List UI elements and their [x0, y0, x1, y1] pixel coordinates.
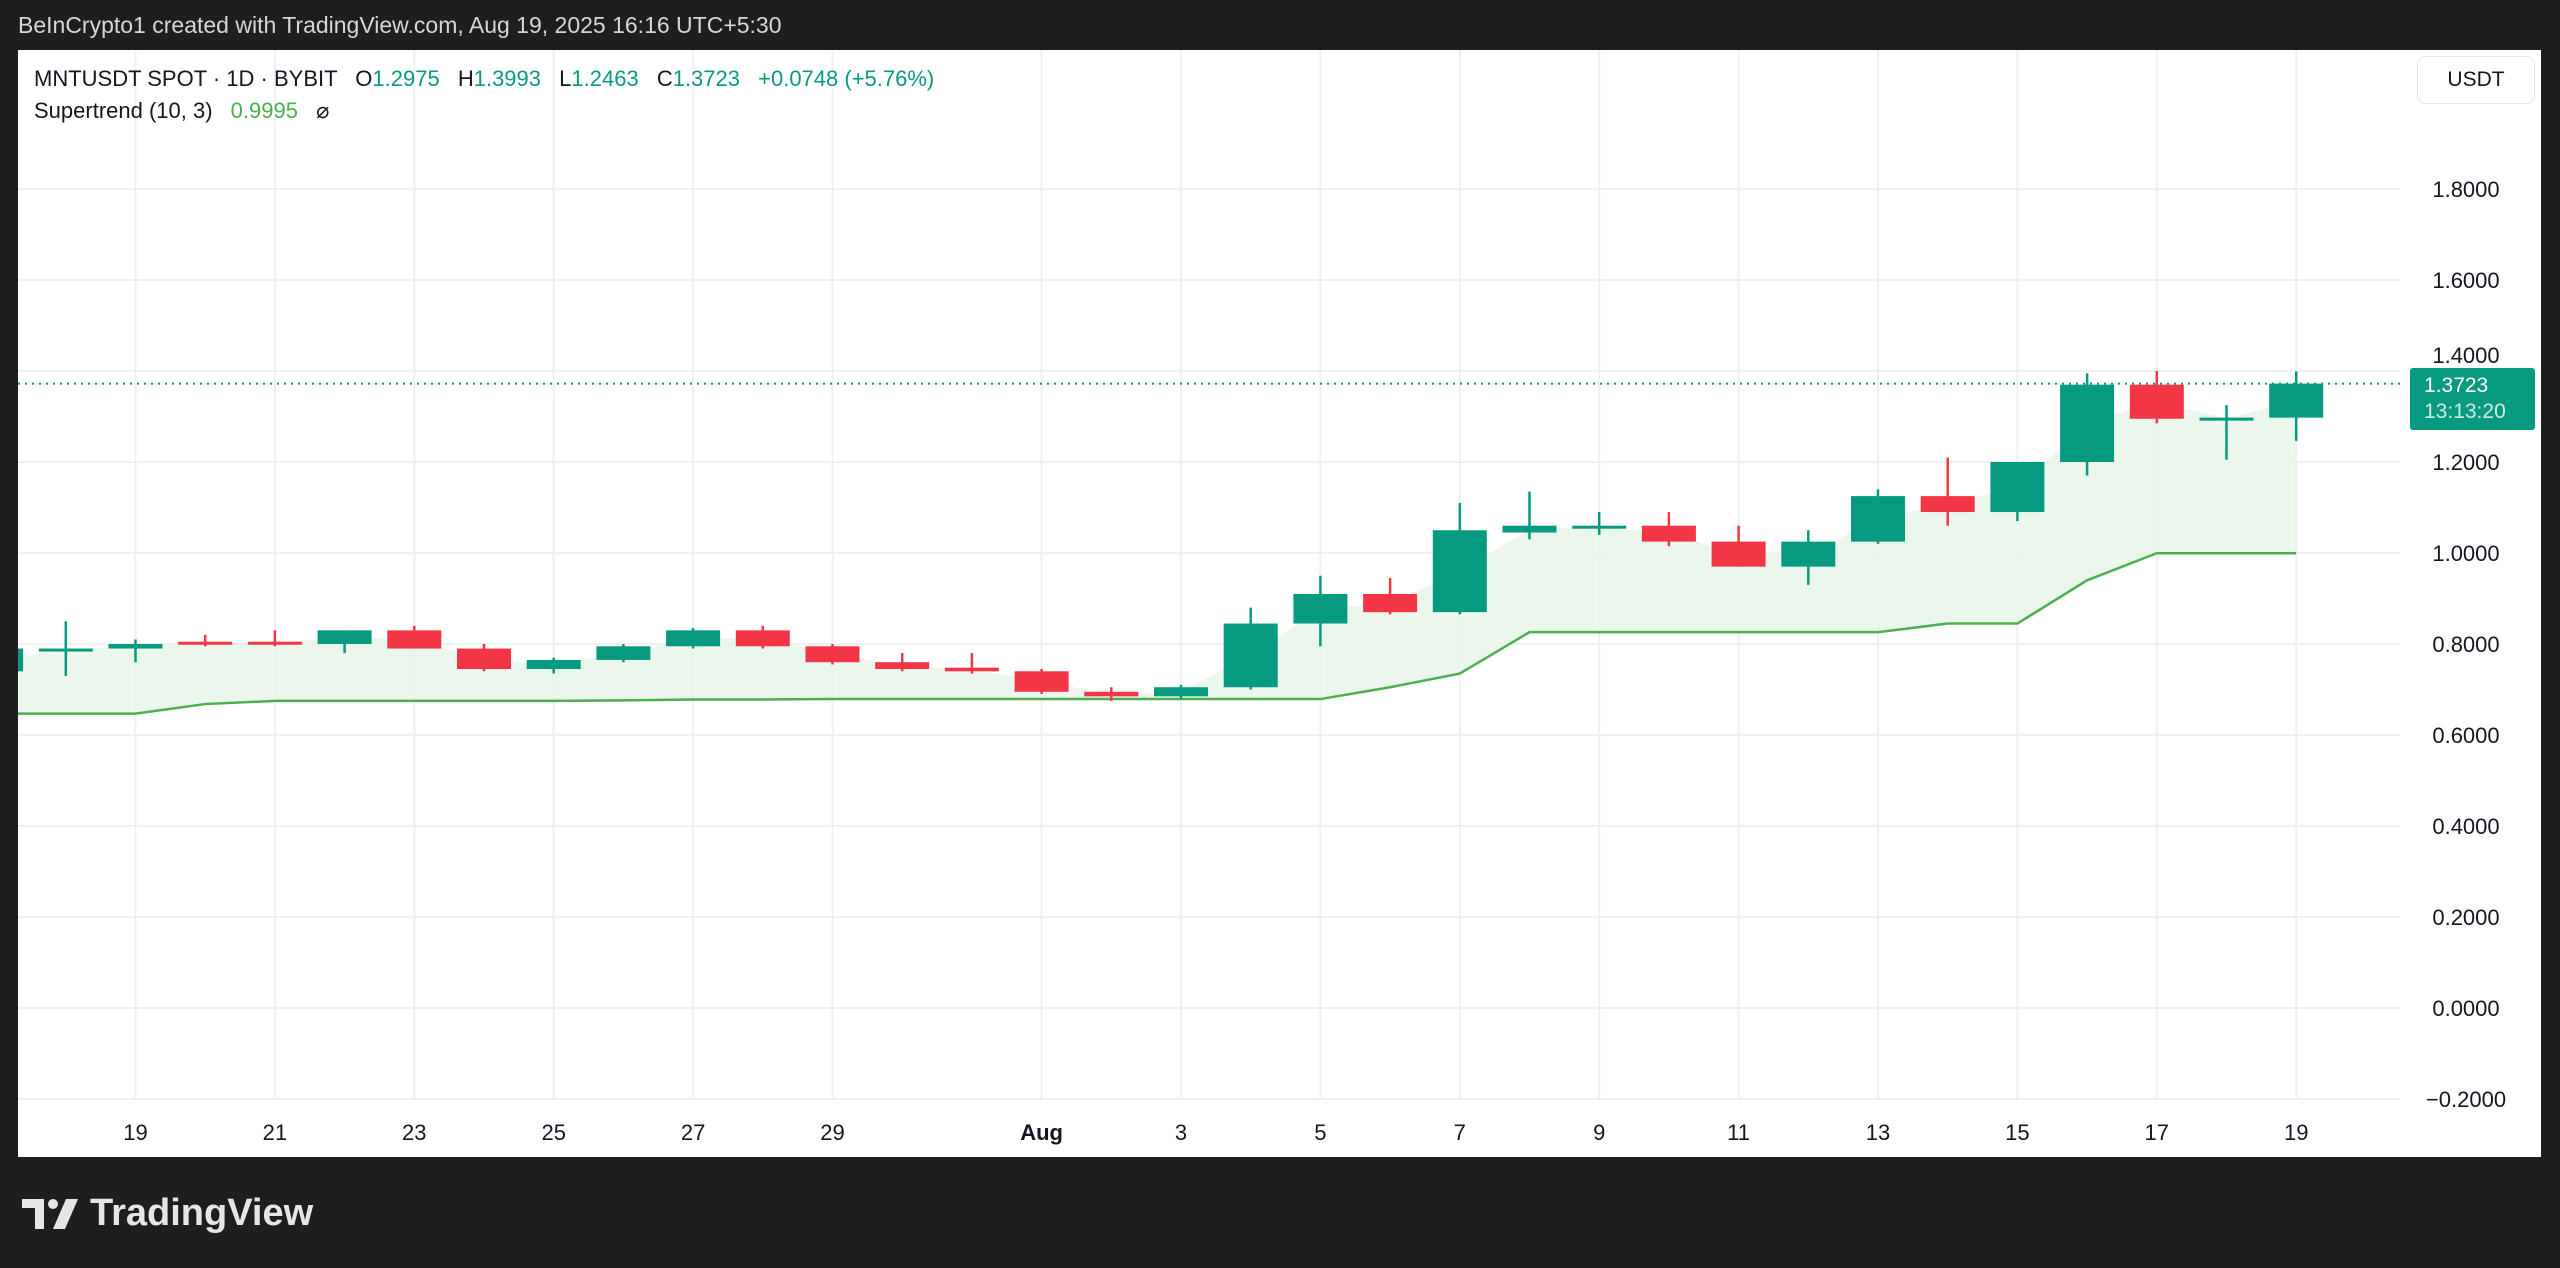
last-price-tag: 1.3723 13:13:20: [2410, 368, 2535, 430]
candle-body-up: [317, 630, 372, 644]
candle-body-down: [247, 641, 302, 645]
candle-body-up: [596, 646, 651, 660]
open-label: O: [355, 66, 373, 91]
tradingview-logo-icon: [22, 1198, 78, 1229]
last-price: 1.3723: [2424, 374, 2489, 397]
y-tick-label: 0.0000: [2432, 996, 2499, 1021]
indicator-name[interactable]: Supertrend (10, 3): [34, 98, 213, 123]
y-tick-label: 1.4000: [2432, 343, 2499, 368]
supertrend-line: [18, 551, 2297, 715]
y-tick-label: −0.2000: [2426, 1087, 2506, 1112]
candle-body-up: [526, 659, 581, 670]
x-tick-label: 19: [123, 1120, 147, 1145]
candle-body-down: [457, 648, 511, 670]
candle-body-down: [875, 662, 930, 670]
candle-body-up: [1154, 687, 1208, 697]
x-tick-label: 15: [2005, 1120, 2029, 1145]
y-tick-label: 0.8000: [2432, 632, 2499, 657]
candle-body-up: [1293, 593, 1348, 624]
high-label: H: [457, 66, 474, 91]
x-tick-label: 27: [681, 1120, 705, 1145]
y-tick-label: 0.2000: [2432, 905, 2499, 930]
high-value: 1.3993: [473, 66, 542, 91]
price-chart[interactable]: 1.8000 1.6000 1.4000 1.2000 1.0000 0.8000 0.60…: [18, 50, 2541, 1157]
candle-body-down: [1363, 593, 1418, 613]
candle-body-down: [1084, 691, 1139, 697]
x-tick-label: 3: [1175, 1120, 1187, 1145]
candle-body-down: [1641, 525, 1696, 542]
x-tick-label: 13: [1866, 1120, 1890, 1145]
currency-button[interactable]: USDT: [2417, 56, 2535, 104]
candle-body-down: [2129, 384, 2184, 419]
x-tick-label: 21: [263, 1120, 287, 1145]
chart-panel[interactable]: 1.8000 1.6000 1.4000 1.2000 1.0000 0.8000 0.60…: [18, 50, 2541, 1157]
candle-body-up: [1781, 541, 1836, 567]
candle-body-up: [1990, 462, 2045, 513]
x-tick-label: 29: [820, 1120, 844, 1145]
symbol-legend: MNTUSDT SPOT · 1D · BYBIT O1.2975 H1.399…: [34, 66, 934, 92]
visibility-off-icon[interactable]: ⌀: [316, 98, 330, 123]
bar-countdown: 13:13:20: [2424, 400, 2506, 423]
candle-body-down: [735, 630, 790, 647]
y-tick-label: 1.0000: [2432, 541, 2499, 566]
low-label: L: [559, 66, 572, 91]
x-tick-label: 5: [1314, 1120, 1326, 1145]
y-tick-label: 1.6000: [2432, 268, 2499, 293]
candle-body-up: [38, 648, 93, 652]
change-value: +0.0748 (+5.76%): [758, 66, 935, 91]
x-tick-label: 11: [1727, 1120, 1750, 1145]
candle-body-up: [2199, 417, 2254, 421]
chart-credit: BeInCrypto1 created with TradingView.com…: [18, 12, 782, 38]
brand-name: TradingView: [90, 1192, 314, 1234]
indicator-value: 0.9995: [230, 98, 298, 123]
x-tick-label: 17: [2145, 1120, 2169, 1145]
y-tick-label: 1.8000: [2432, 177, 2499, 202]
candle-body-down: [1711, 541, 1766, 567]
x-tick-label: 7: [1454, 1120, 1466, 1145]
candle-body-up: [1432, 530, 1487, 613]
candle-body-down: [1014, 671, 1069, 692]
supertrend-fill: [18, 400, 2297, 714]
x-tick-label: 23: [402, 1120, 426, 1145]
candle-body-up: [18, 648, 24, 672]
symbol-info[interactable]: MNTUSDT SPOT · 1D · BYBIT: [34, 66, 338, 91]
candle-body-up: [1572, 525, 1627, 529]
candle-body-down: [178, 641, 233, 645]
y-tick-label: 0.4000: [2432, 814, 2499, 839]
candle-body-up: [666, 630, 721, 647]
candle-body-down: [944, 667, 999, 672]
candle-body-up: [1851, 496, 1905, 542]
x-tick-label: 25: [541, 1120, 565, 1145]
candle-body-up: [1502, 525, 1557, 533]
x-tick-label: 19: [2284, 1120, 2308, 1145]
low-value: 1.2463: [571, 66, 639, 91]
y-tick-label: 1.2000: [2432, 450, 2499, 475]
candle-body-up: [2060, 384, 2115, 462]
candle-body-down: [805, 646, 860, 663]
close-label: C: [656, 66, 673, 91]
candle-body-up: [1223, 623, 1278, 688]
y-tick-label: 0.6000: [2432, 723, 2499, 748]
x-tick-label: 9: [1593, 1120, 1605, 1145]
candle-body-up: [108, 644, 163, 649]
tradingview-logo[interactable]: TradingView: [22, 1192, 313, 1235]
candle-body-down: [1920, 496, 1975, 513]
x-tick-label: Aug: [1020, 1120, 1063, 1145]
open-value: 1.2975: [372, 66, 440, 91]
indicator-legend: Supertrend (10, 3) 0.9995 ⌀: [34, 98, 329, 124]
candle-body-down: [387, 630, 442, 649]
candle-body-up: [2269, 383, 2324, 418]
close-value: 1.3723: [672, 66, 740, 91]
